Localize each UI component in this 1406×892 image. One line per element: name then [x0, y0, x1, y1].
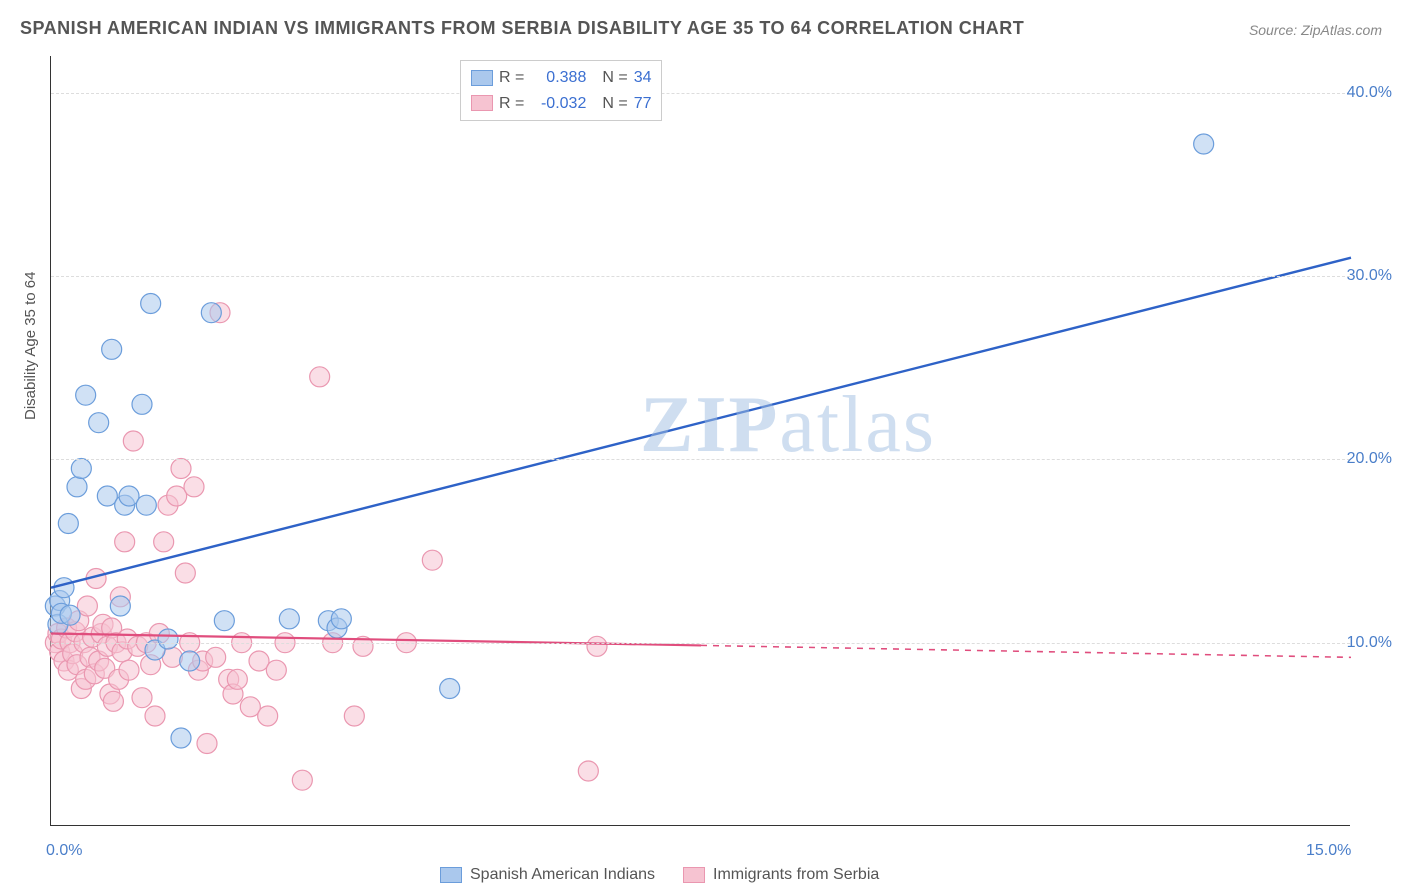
y-tick-label: 30.0%	[1347, 267, 1392, 285]
gridline	[51, 276, 1350, 277]
data-point	[158, 629, 178, 649]
data-point	[587, 636, 607, 656]
data-point	[292, 770, 312, 790]
swatch-series-1-bottom	[440, 867, 462, 883]
y-axis-label: Disability Age 35 to 64	[22, 272, 39, 420]
data-point	[258, 706, 278, 726]
data-point	[201, 303, 221, 323]
series-legend: Spanish American Indians Immigrants from…	[440, 866, 879, 884]
data-point	[154, 532, 174, 552]
trend-line	[51, 258, 1351, 588]
y-tick-label: 20.0%	[1347, 450, 1392, 468]
data-point	[1194, 134, 1214, 154]
x-tick-label: 0.0%	[46, 842, 82, 860]
data-point	[132, 394, 152, 414]
data-point	[58, 514, 78, 534]
data-point	[119, 660, 139, 680]
data-point	[110, 596, 130, 616]
data-point	[171, 459, 191, 479]
data-point	[440, 679, 460, 699]
data-point	[123, 431, 143, 451]
legend-item-series-1: Spanish American Indians	[440, 866, 655, 884]
data-point	[344, 706, 364, 726]
swatch-series-1	[471, 70, 493, 86]
swatch-series-2-bottom	[683, 867, 705, 883]
correlation-legend: R = 0.388 N = 34 R = -0.032 N = 77	[460, 60, 662, 121]
data-point	[102, 339, 122, 359]
data-point	[214, 611, 234, 631]
data-point	[171, 728, 191, 748]
data-point	[115, 532, 135, 552]
data-point	[184, 477, 204, 497]
data-point	[266, 660, 286, 680]
data-point	[71, 459, 91, 479]
data-point	[175, 563, 195, 583]
data-point	[132, 688, 152, 708]
data-point	[76, 385, 96, 405]
y-tick-label: 40.0%	[1347, 84, 1392, 102]
data-point	[54, 578, 74, 598]
data-point	[67, 477, 87, 497]
plot-area	[50, 56, 1350, 826]
data-point	[145, 706, 165, 726]
legend-item-series-2: Immigrants from Serbia	[683, 866, 879, 884]
data-point	[89, 413, 109, 433]
data-point	[422, 550, 442, 570]
data-point	[227, 669, 247, 689]
data-point	[136, 495, 156, 515]
data-point	[310, 367, 330, 387]
gridline	[51, 459, 1350, 460]
series-1-name: Spanish American Indians	[470, 866, 655, 884]
trend-line-dashed	[701, 645, 1351, 657]
series-2-name: Immigrants from Serbia	[713, 866, 879, 884]
gridline	[51, 643, 1350, 644]
legend-row-series-2: R = -0.032 N = 77	[471, 91, 651, 117]
data-point	[197, 734, 217, 754]
data-point	[60, 605, 80, 625]
swatch-series-2	[471, 95, 493, 111]
data-point	[180, 651, 200, 671]
legend-row-series-1: R = 0.388 N = 34	[471, 65, 651, 91]
data-point	[331, 609, 351, 629]
plot-svg	[51, 56, 1350, 825]
data-point	[279, 609, 299, 629]
data-point	[141, 294, 161, 314]
y-tick-label: 10.0%	[1347, 634, 1392, 652]
chart-title: SPANISH AMERICAN INDIAN VS IMMIGRANTS FR…	[20, 18, 1024, 39]
data-point	[578, 761, 598, 781]
data-point	[103, 691, 123, 711]
x-tick-label: 15.0%	[1306, 842, 1351, 860]
gridline	[51, 93, 1350, 94]
source-label: Source: ZipAtlas.com	[1249, 22, 1382, 38]
data-point	[206, 647, 226, 667]
